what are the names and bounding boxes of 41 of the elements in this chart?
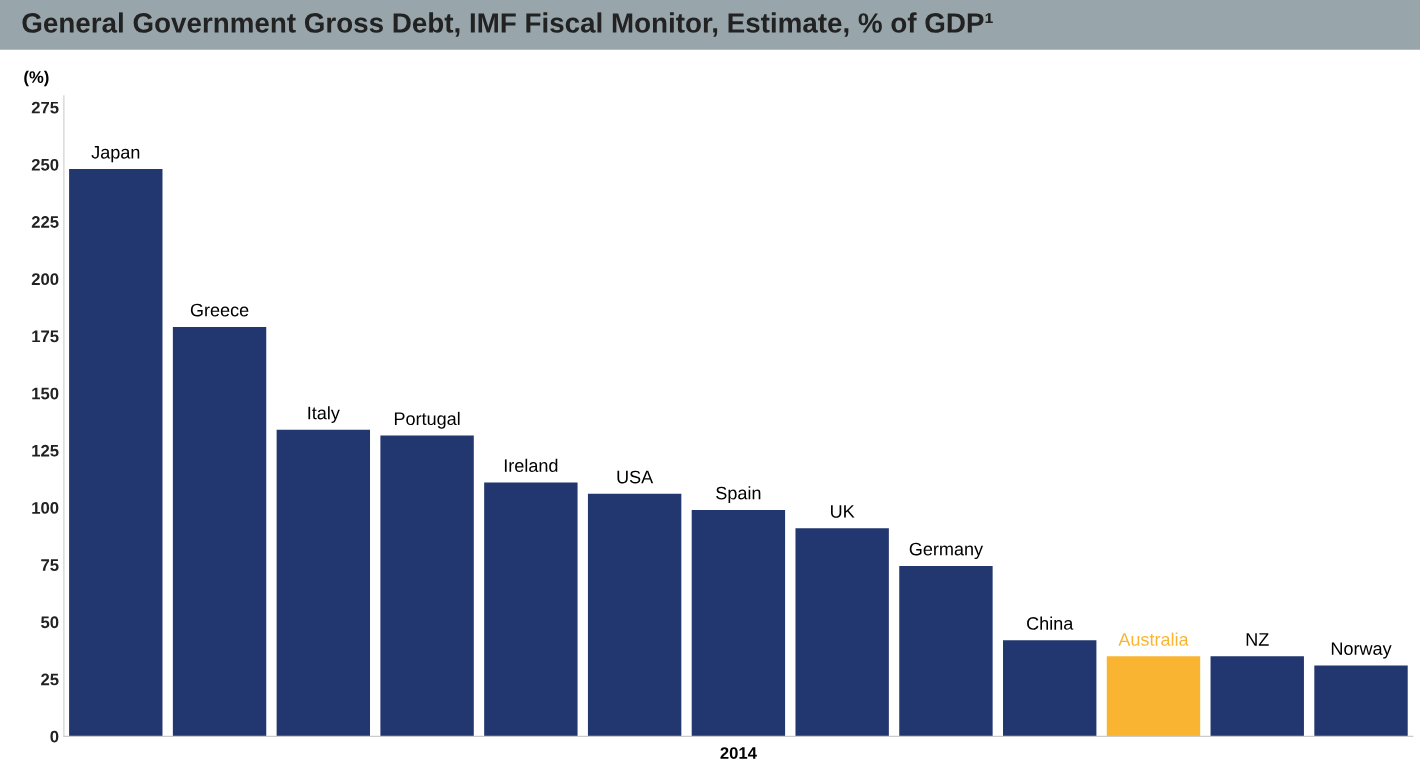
bar <box>691 509 786 737</box>
x-tick-label: Germany <box>909 542 984 560</box>
x-tick-label: NZ <box>1246 633 1269 646</box>
bar <box>1314 665 1408 737</box>
bar <box>899 565 993 737</box>
bar <box>1210 656 1304 737</box>
y-tick-label: 50 <box>41 616 59 629</box>
y-axis-title: (%) <box>24 70 49 87</box>
bar <box>1003 640 1097 737</box>
x-tick-label: UK <box>831 505 855 518</box>
x-tick-label: Portugal <box>394 411 460 429</box>
y-tick-label: 0 <box>50 730 59 743</box>
y-tick-label: 125 <box>32 444 59 457</box>
bar <box>69 169 163 737</box>
x-tick-label: Norway <box>1331 642 1392 659</box>
y-tick-label: 75 <box>41 559 59 571</box>
x-tick-label: Greece <box>190 303 249 317</box>
x-tick-label: Japan <box>91 146 140 163</box>
y-tick-label: 150 <box>32 387 59 400</box>
bar <box>1106 656 1201 737</box>
y-tick-label: 25 <box>41 673 59 686</box>
y-tick-label: 100 <box>32 501 59 514</box>
x-tick-label: USA <box>617 470 654 484</box>
x-tick-label: Italy <box>308 406 340 423</box>
y-tick-label: 175 <box>32 330 59 343</box>
y-tick-label: 275 <box>31 101 59 114</box>
chart-title: General Government Gross Debt, IMF Fiscal Monitor, Estimate, % of GDP¹ <box>22 12 993 37</box>
x-tick-label: China <box>1027 616 1074 630</box>
bar <box>172 326 267 737</box>
y-tick-label: 250 <box>31 158 59 171</box>
x-axis-title: 2014 <box>720 747 757 759</box>
y-tick-label: 200 <box>31 273 59 286</box>
x-tick-label: Spain <box>716 486 761 504</box>
y-tick-label: 225 <box>31 216 59 228</box>
bar <box>795 528 889 737</box>
x-tick-label: Australia <box>1118 632 1189 646</box>
x-tick-label: Ireland <box>504 458 558 472</box>
bar <box>587 493 682 737</box>
bar <box>484 482 578 737</box>
bar <box>380 435 474 737</box>
bar <box>276 429 371 737</box>
